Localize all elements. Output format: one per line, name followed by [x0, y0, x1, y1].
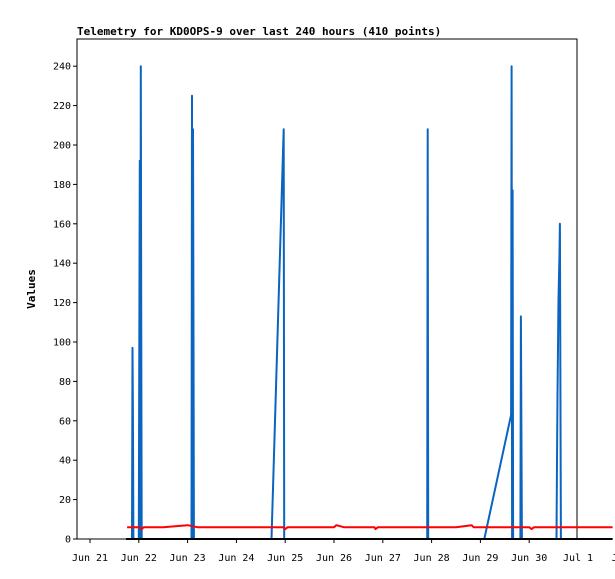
x-axis: Jun 21 Jun 22 Jun 23 Jun 24 Jun 25 Jun 26 Jun … [72, 539, 615, 564]
x-tick-label: Jun 24 [218, 553, 254, 564]
y-tick-label: 140 [53, 259, 71, 270]
x-tick-label: Jun 29 [462, 553, 498, 564]
x-tick-label: Jun 22 [121, 553, 157, 564]
x-tick-label: Jul 2 [612, 553, 615, 564]
y-tick-label: 160 [53, 219, 71, 230]
x-tick-label: Jun 30 [511, 553, 547, 564]
series-layer [126, 65, 613, 540]
x-tick-label: Jun 26 [316, 553, 352, 564]
series-line-1 [131, 65, 562, 540]
x-tick-label: Jun 25 [267, 553, 303, 564]
series-line-2 [127, 524, 613, 531]
y-tick-label: 120 [53, 298, 71, 309]
y-tick-label: 40 [59, 456, 71, 467]
y-tick-label: 180 [53, 180, 71, 191]
x-tick-label: Jun 27 [365, 553, 401, 564]
y-tick-label: 100 [53, 338, 71, 349]
y-axis: 0 20 40 60 80 100 120 140 160 180 200 220 240 [53, 62, 77, 546]
x-tick-label: Jun 21 [72, 553, 108, 564]
y-tick-label: 200 [53, 141, 71, 152]
plot-area [76, 38, 578, 540]
y-tick-label: 0 [65, 535, 71, 546]
y-tick-label: 60 [59, 416, 71, 427]
chart-title: Telemetry for KD0OPS-9 over last 240 hou… [77, 25, 441, 38]
y-tick-label: 80 [59, 377, 71, 388]
x-tick-label: Jun 28 [414, 553, 450, 564]
x-tick-label: Jun 23 [170, 553, 206, 564]
x-tick-label: Jul 1 [563, 553, 593, 564]
y-tick-label: 220 [53, 101, 71, 112]
y-tick-label: 20 [59, 495, 71, 506]
y-axis-label: Values [25, 269, 38, 309]
y-tick-label: 240 [53, 62, 71, 73]
